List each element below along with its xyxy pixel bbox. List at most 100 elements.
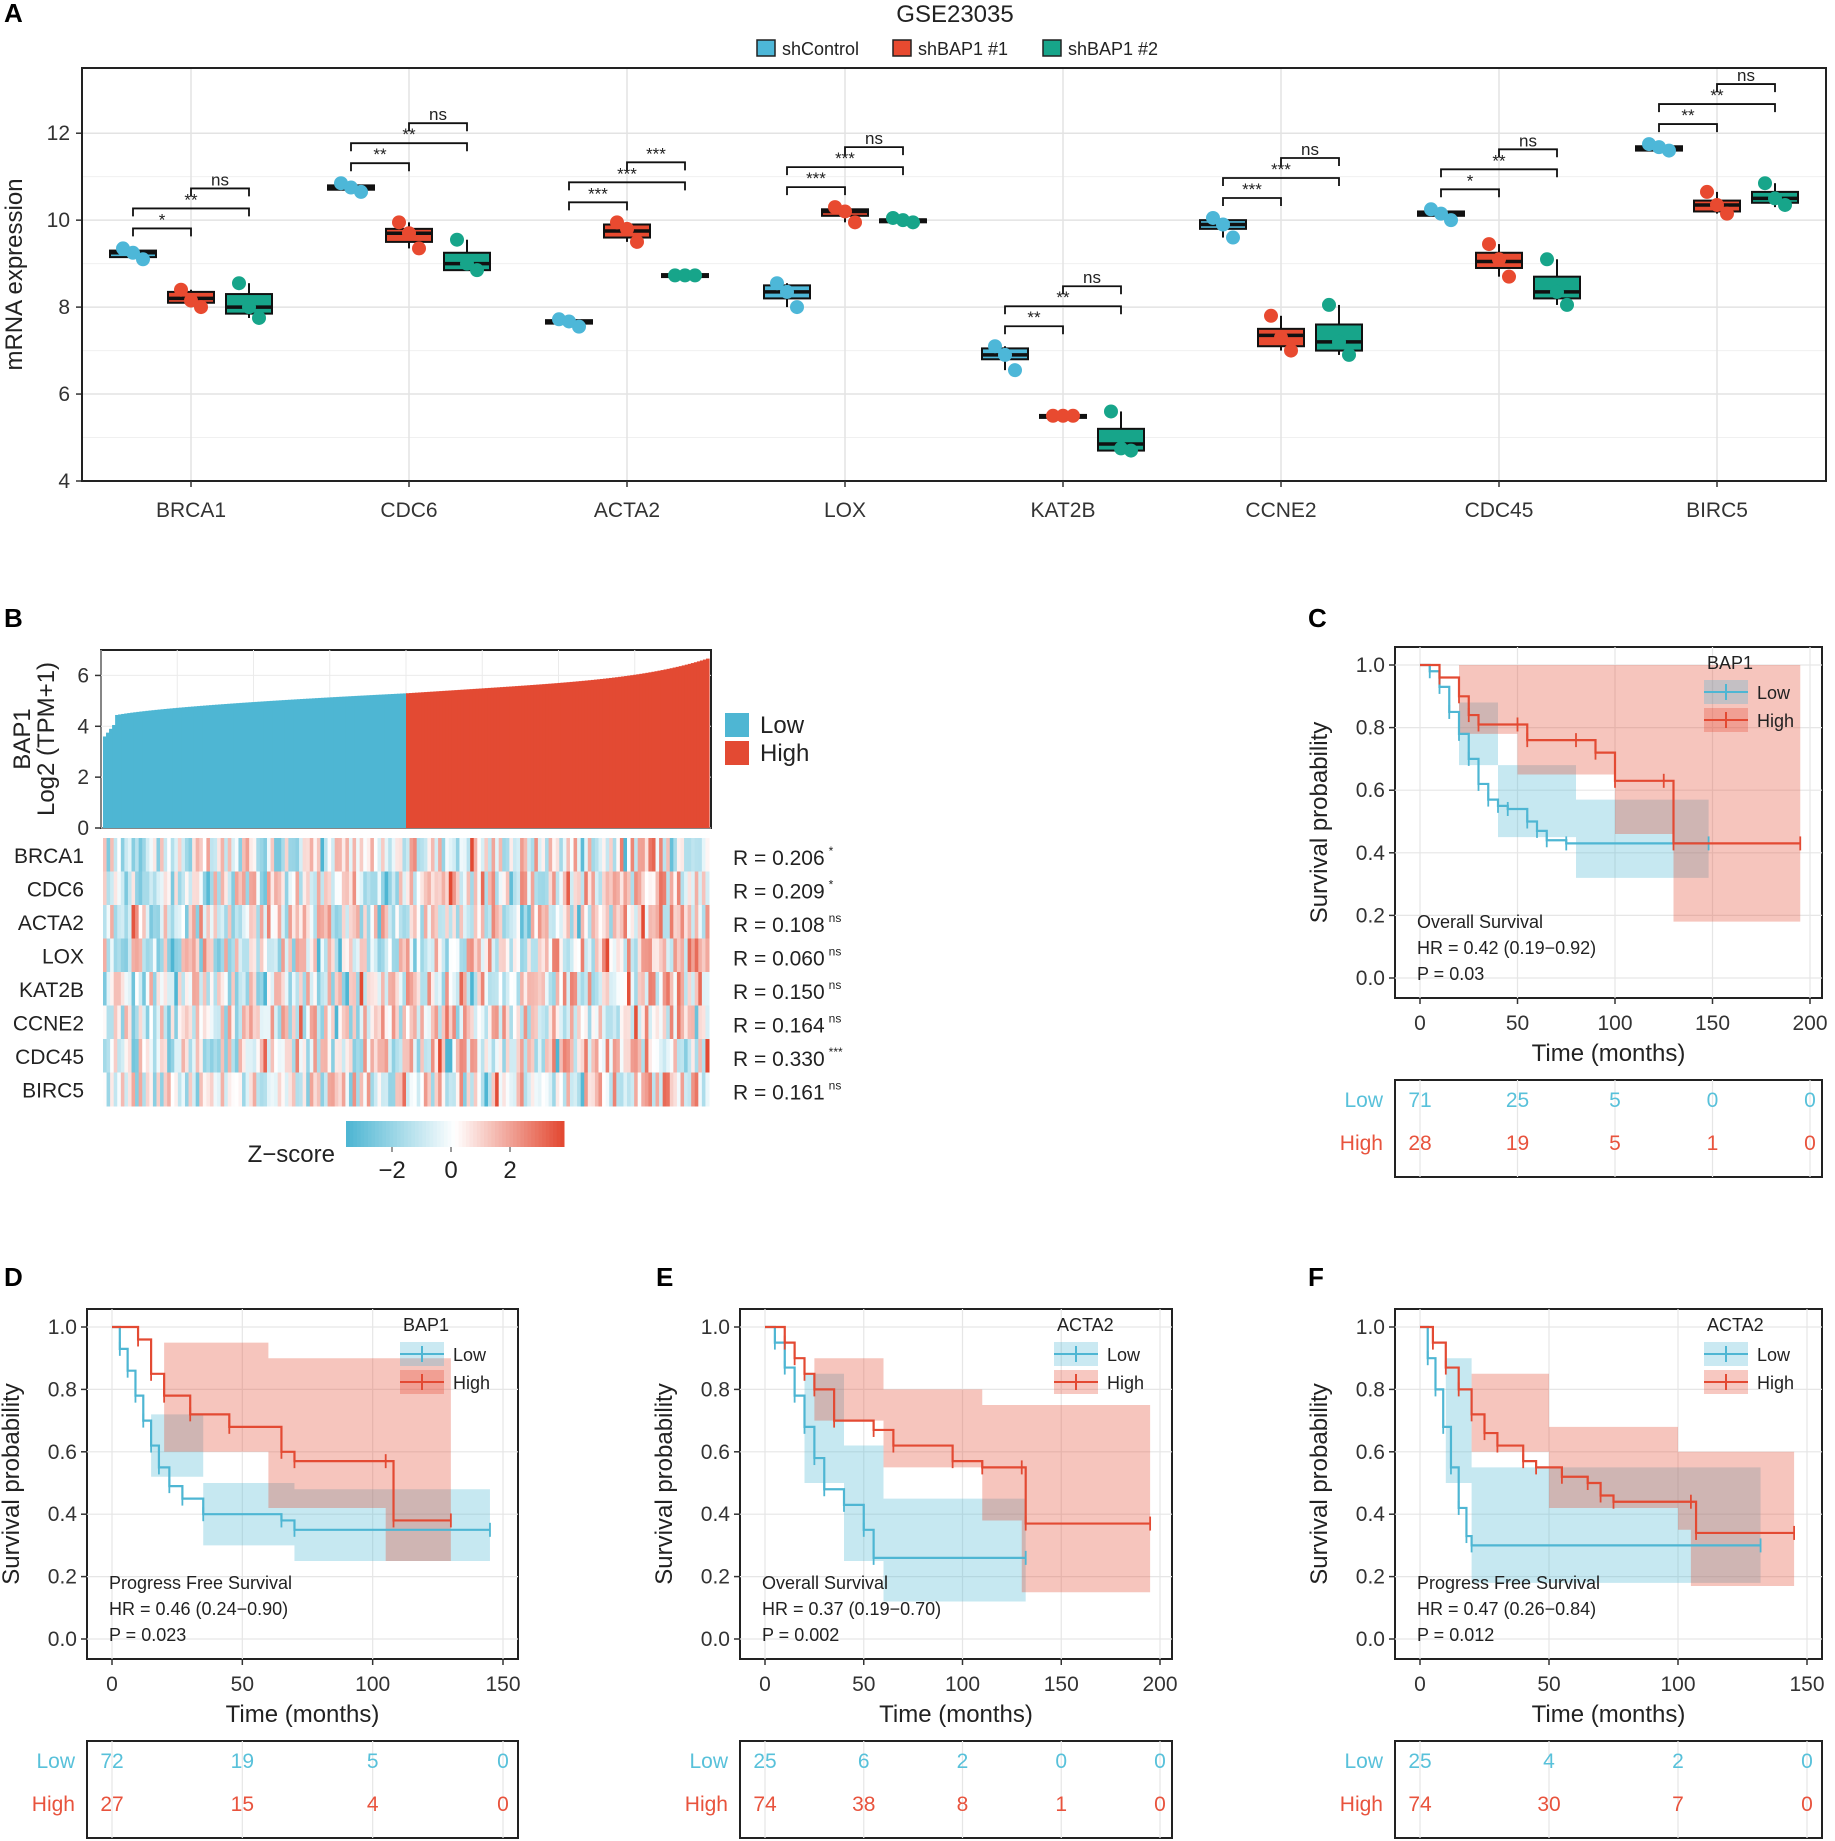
heatmap-cell (609, 1072, 614, 1107)
heatmap-cell (562, 938, 567, 973)
heatmap-cell (327, 871, 332, 906)
heatmap-cell (249, 972, 254, 1006)
heatmap-cell (295, 972, 300, 1006)
bar-sample (348, 696, 353, 828)
heatmap-cell (291, 1005, 296, 1040)
risk-count: 71 (1408, 1089, 1431, 1112)
heatmap-cell (516, 938, 521, 973)
heatmap-cell (195, 938, 200, 973)
bar-sample (475, 688, 480, 828)
heatmap-cell (584, 871, 589, 906)
heatmap-cell (274, 1072, 279, 1107)
heatmap-cell (352, 1005, 357, 1040)
risk-count: 5 (367, 1750, 379, 1773)
km-legend-label: High (1757, 1373, 1794, 1393)
correlation-sig: ns (829, 911, 842, 925)
heatmap-cell (413, 1072, 418, 1107)
heatmap-cell (687, 1039, 692, 1073)
km-p-value: P = 0.012 (1417, 1625, 1494, 1645)
heatmap-cell (177, 871, 182, 906)
y-tick-label: 0.0 (48, 1628, 77, 1651)
sig-bracket (1498, 148, 1558, 158)
heatmap-cell (438, 938, 443, 973)
y-tick-label: 0.2 (1356, 904, 1385, 927)
data-point (126, 245, 140, 260)
data-point (1502, 269, 1516, 284)
heatmap-cell (498, 1039, 503, 1073)
colorbar-cell (491, 1121, 496, 1147)
km-xlabel: Time (months) (1532, 1701, 1686, 1728)
heatmap-cell (502, 838, 507, 872)
sig-bracket (1658, 103, 1776, 113)
heatmap-cell (206, 972, 211, 1006)
heatmap-cell (352, 871, 357, 906)
colorbar-cell (502, 1121, 507, 1147)
bar-sample (684, 664, 689, 828)
heatmap-cell (594, 905, 599, 939)
heatmap-cell (167, 1039, 172, 1073)
heatmap-cell (366, 938, 371, 973)
heatmap-cell (110, 938, 115, 973)
bar-sample (312, 698, 316, 828)
y-tick-label: 4 (58, 470, 70, 493)
heatmap-cell (131, 1005, 136, 1040)
x-tick-gene: ACTA2 (594, 499, 660, 522)
heatmap-cell (566, 871, 571, 906)
heatmap-cell (160, 838, 165, 872)
heatmap-cell (334, 972, 339, 1006)
heatmap-cell (217, 1072, 222, 1107)
heatmap-cell (641, 1039, 646, 1073)
bar-sample (418, 692, 422, 828)
heatmap-cell (352, 905, 357, 939)
heatmap-cell (569, 1039, 575, 1073)
heatmap-cell (598, 905, 603, 939)
heatmap-cell (152, 1039, 157, 1073)
heatmap-cell (313, 1005, 318, 1040)
heatmap-cell (252, 838, 257, 872)
heatmap-cell (391, 938, 396, 973)
heatmap-cell (659, 1072, 664, 1107)
heatmap-cell (455, 972, 460, 1006)
heatmap-cell (195, 1005, 200, 1040)
heatmap-cell (523, 1005, 528, 1040)
heatmap-cell (687, 905, 692, 939)
heatmap-cell (270, 1039, 275, 1073)
sig-label: ** (1492, 151, 1506, 170)
heatmap-cell (705, 1039, 710, 1073)
bar-sample (660, 670, 665, 828)
data-point (770, 276, 784, 291)
bar-sample (287, 699, 292, 828)
heatmap-cell (616, 938, 621, 973)
km-survival-type: Overall Survival (1417, 912, 1543, 932)
heatmap-cell (662, 905, 667, 939)
heatmap-cell (438, 1005, 443, 1040)
heatmap-cell (512, 1039, 518, 1073)
heatmap-cell (559, 838, 564, 872)
heatmap-cell (495, 938, 500, 973)
heatmap-cell (192, 1072, 197, 1107)
sig-label: ns (1737, 66, 1755, 85)
heatmap-cell (209, 905, 215, 939)
heatmap-cell (174, 838, 179, 872)
heatmap-cell (591, 938, 596, 973)
heatmap-cell (680, 938, 685, 973)
heatmap-cell (416, 972, 421, 1006)
heatmap-cell (199, 938, 204, 973)
bar-sample (633, 674, 637, 828)
bar-sample (651, 671, 656, 828)
heatmap-cell (320, 905, 325, 939)
heatmap-cell (694, 1072, 699, 1107)
heatmap-cell (359, 938, 364, 973)
heatmap-cell (609, 1039, 614, 1073)
heatmap-cell (184, 1039, 190, 1073)
heatmap-cell (170, 1039, 175, 1073)
heatmap-cell (334, 938, 339, 973)
heatmap-cell (605, 972, 610, 1006)
heatmap-cell (491, 972, 496, 1006)
heatmap-cell (609, 838, 614, 872)
heatmap-cell (334, 1039, 339, 1073)
heatmap-cell (605, 1072, 610, 1107)
heatmap-cell (299, 871, 304, 906)
bar-sample (221, 704, 225, 828)
heatmap-cell (684, 1039, 689, 1073)
